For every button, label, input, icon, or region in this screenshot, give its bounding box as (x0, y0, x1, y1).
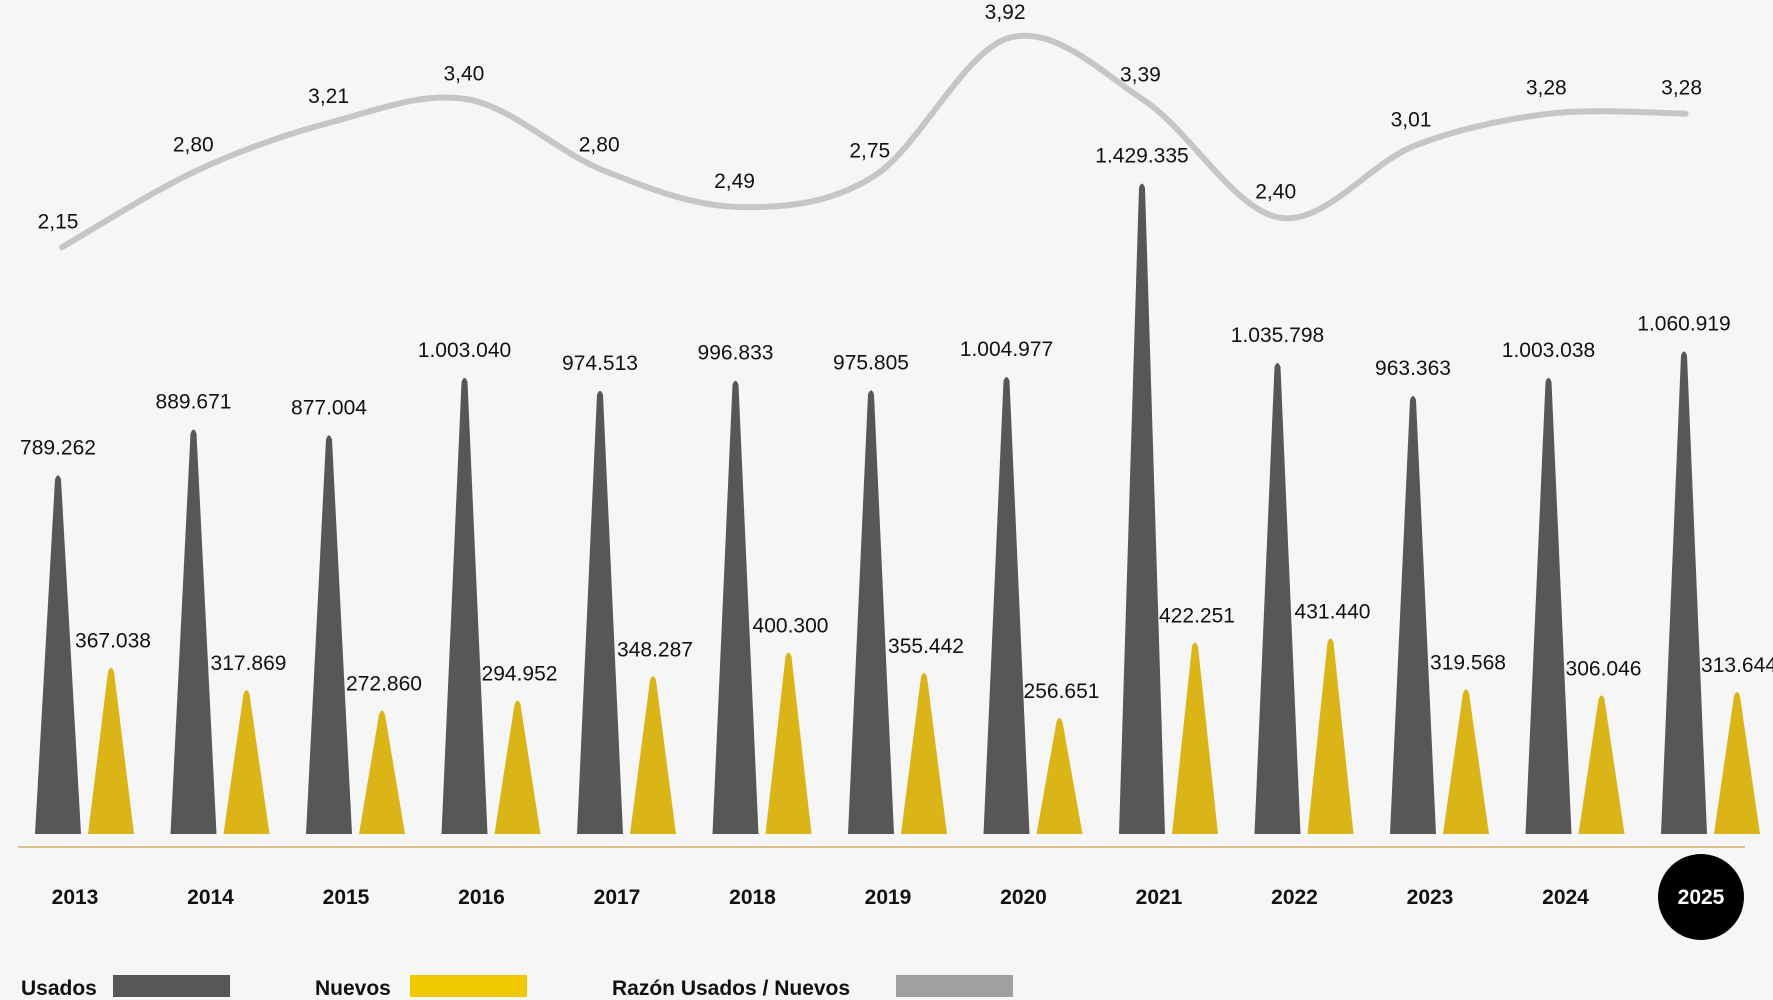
bar-usados-2017 (577, 390, 623, 834)
bar-nuevos-2020 (1036, 718, 1083, 834)
bar-usados-2022 (1254, 362, 1301, 834)
year-label-2019: 2019 (865, 886, 912, 909)
label-usados-2014: 889.671 (156, 391, 232, 414)
year-label-2024: 2024 (1542, 886, 1589, 909)
x-axis-year-labels: 2013 2014 2015 2016 2017 2018 2019 2020 2021 2022… (52, 854, 1744, 940)
bars-nuevos: 367.038 317.869 272.860 294.952 348.287 400.3… (75, 600, 1773, 834)
label-ratio-2022: 2,40 (1255, 181, 1296, 204)
bar-usados-2019 (848, 390, 894, 834)
label-ratio-2020: 3,92 (985, 1, 1026, 24)
year-highlight-circle (1658, 854, 1744, 940)
label-ratio-2015: 3,21 (308, 85, 349, 108)
bar-usados-2020 (983, 377, 1030, 834)
label-usados-2021: 1.429.335 (1095, 145, 1188, 168)
bar-usados-2015 (306, 435, 352, 834)
label-ratio-2014: 2,80 (173, 133, 214, 156)
label-nuevos-2019: 355.442 (888, 635, 964, 658)
bar-nuevos-2017 (630, 676, 676, 834)
bar-nuevos-2022 (1307, 638, 1354, 834)
year-label-2021: 2021 (1136, 886, 1183, 909)
label-ratio-2013: 2,15 (38, 210, 79, 233)
legend-ratio-label: Razón Usados / Nuevos (612, 977, 850, 1000)
label-usados-2022: 1.035.798 (1231, 324, 1324, 347)
label-nuevos-2025: 313.644 (1701, 654, 1773, 677)
year-label-2022: 2022 (1271, 886, 1318, 909)
bar-nuevos-2025 (1714, 692, 1760, 834)
label-usados-2025: 1.060.919 (1637, 313, 1730, 336)
label-ratio-2023: 3,01 (1391, 109, 1432, 132)
bar-nuevos-2021 (1172, 642, 1218, 834)
bar-usados-2024 (1525, 377, 1572, 834)
label-nuevos-2018: 400.300 (753, 615, 829, 638)
bar-nuevos-2015 (359, 710, 405, 834)
label-usados-2020: 1.004.977 (960, 338, 1053, 361)
bar-nuevos-2018 (765, 652, 812, 834)
label-ratio-2016: 3,40 (443, 62, 484, 85)
label-nuevos-2022: 431.440 (1295, 600, 1371, 623)
label-nuevos-2020: 256.651 (1024, 680, 1100, 703)
bar-usados-2021 (1119, 183, 1165, 834)
label-nuevos-2016: 294.952 (482, 663, 558, 686)
year-label-2018: 2018 (729, 886, 776, 909)
label-ratio-2018: 2,49 (714, 170, 755, 193)
year-label-2015: 2015 (323, 886, 370, 909)
ratio-line (59, 32, 1689, 251)
year-label-2014: 2014 (187, 886, 234, 909)
bar-nuevos-2024 (1578, 695, 1625, 834)
label-usados-2019: 975.805 (833, 351, 909, 374)
label-nuevos-2021: 422.251 (1159, 605, 1235, 628)
label-usados-2023: 963.363 (1375, 357, 1451, 380)
year-label-2016: 2016 (458, 886, 505, 909)
bar-nuevos-2013 (88, 667, 134, 834)
label-usados-2013: 789.262 (20, 436, 96, 459)
legend-usados-label: Usados (21, 977, 97, 1000)
bar-usados-2014 (170, 429, 217, 834)
bar-nuevos-2014 (223, 690, 270, 834)
label-nuevos-2013: 367.038 (75, 630, 151, 653)
label-usados-2015: 877.004 (291, 396, 367, 419)
label-usados-2016: 1.003.040 (418, 339, 511, 362)
year-label-2025: 2025 (1678, 886, 1725, 909)
bar-nuevos-2019 (901, 673, 947, 834)
label-ratio-2025: 3,28 (1661, 77, 1702, 100)
bars-usados: 789.262 889.671 877.004 1.003.040 974.513 996… (20, 145, 1731, 834)
bar-usados-2018 (712, 380, 759, 834)
bar-nuevos-2016 (494, 700, 541, 834)
bar-usados-2025 (1661, 351, 1707, 834)
year-label-2017: 2017 (594, 886, 641, 909)
label-usados-2017: 974.513 (562, 352, 638, 375)
year-label-2023: 2023 (1407, 886, 1454, 909)
legend-nuevos-label: Nuevos (315, 977, 391, 1000)
bar-nuevos-2023 (1443, 689, 1489, 834)
legend-nuevos-swatch (410, 975, 527, 997)
ratio-line-group: 2,15 2,80 3,21 3,40 2,80 2,49 2,75 3,92 3,39 2,40… (38, 1, 1702, 251)
year-label-2020: 2020 (1000, 886, 1047, 909)
bar-usados-2013 (35, 475, 81, 834)
label-ratio-2019: 2,75 (849, 139, 890, 162)
label-ratio-2017: 2,80 (579, 133, 620, 156)
legend-ratio-swatch (896, 975, 1013, 997)
year-label-2013: 2013 (52, 886, 99, 909)
bar-usados-2016 (441, 377, 488, 834)
label-nuevos-2024: 306.046 (1566, 658, 1642, 681)
label-nuevos-2023: 319.568 (1430, 651, 1506, 674)
label-ratio-2021: 3,39 (1120, 64, 1161, 87)
label-usados-2018: 996.833 (698, 342, 774, 365)
legend: Usados Nuevos Razón Usados / Nuevos (21, 975, 1013, 1000)
label-nuevos-2015: 272.860 (346, 673, 422, 696)
label-ratio-2024: 3,28 (1526, 77, 1567, 100)
label-nuevos-2017: 348.287 (617, 638, 693, 661)
bar-usados-2023 (1390, 395, 1436, 834)
label-nuevos-2014: 317.869 (211, 652, 287, 675)
label-usados-2024: 1.003.038 (1502, 339, 1595, 362)
legend-usados-swatch (113, 975, 230, 997)
